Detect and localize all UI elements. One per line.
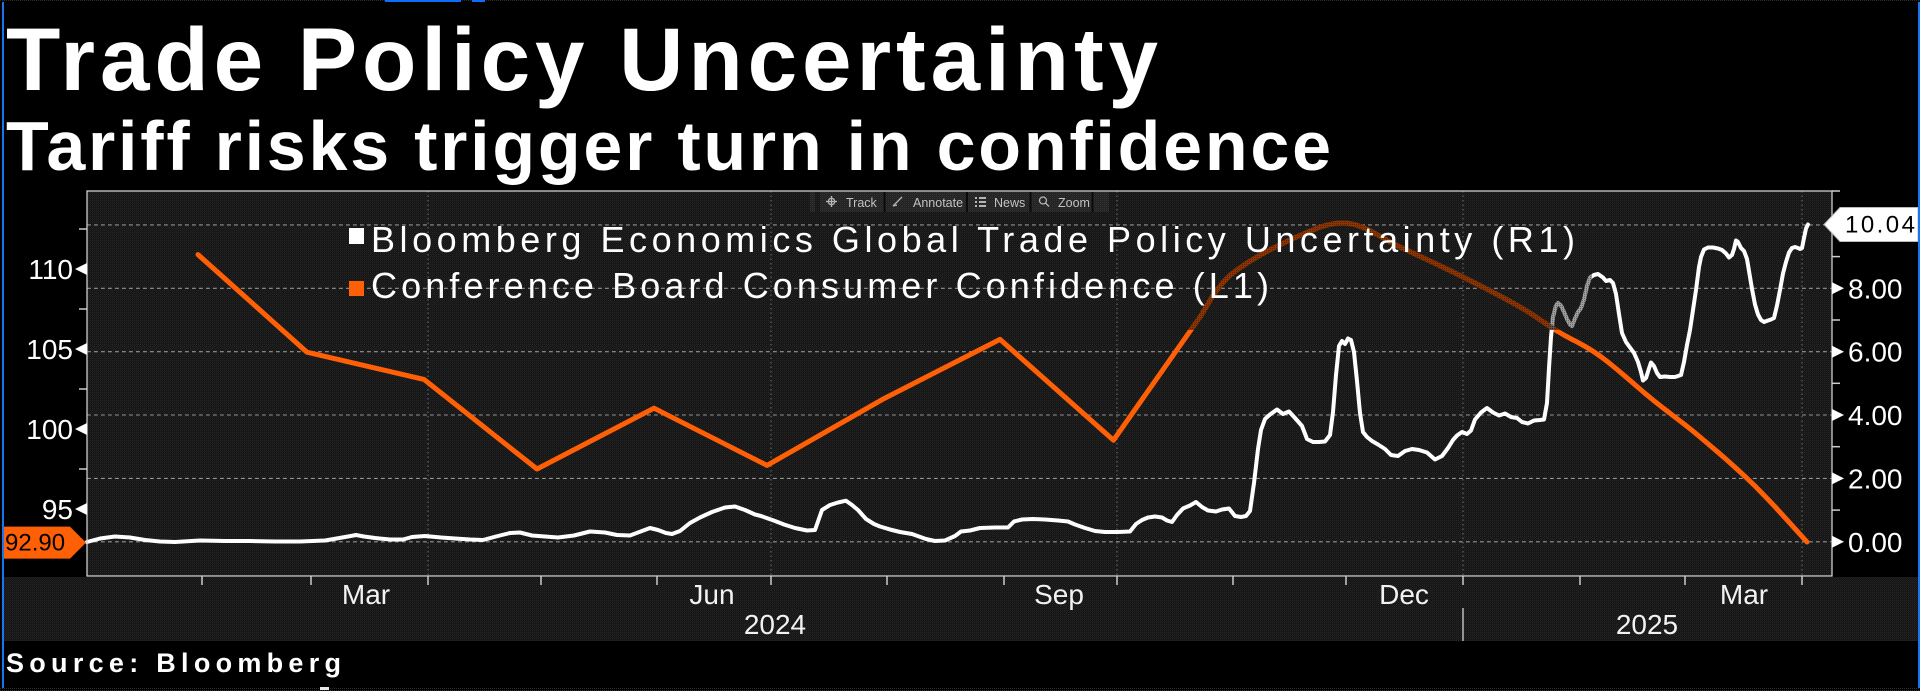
svg-text:100: 100 (26, 414, 73, 445)
svg-text:2.00: 2.00 (1848, 463, 1903, 494)
svg-text:92.90: 92.90 (5, 530, 65, 557)
svg-text:Annotate: Annotate (913, 196, 963, 210)
svg-text:Mar: Mar (1720, 579, 1768, 610)
svg-text:6.00: 6.00 (1848, 337, 1903, 368)
svg-text:2024: 2024 (744, 609, 806, 640)
svg-text:Zoom: Zoom (1058, 196, 1090, 210)
svg-text:Track: Track (846, 196, 878, 210)
svg-text:95: 95 (42, 494, 73, 525)
svg-text:Dec: Dec (1379, 579, 1429, 610)
svg-text:2025: 2025 (1616, 609, 1678, 640)
svg-text:Jun: Jun (689, 579, 734, 610)
svg-text:4.00: 4.00 (1848, 400, 1903, 431)
svg-text:0.00: 0.00 (1848, 527, 1903, 558)
svg-text:Sep: Sep (1034, 579, 1084, 610)
svg-text:News: News (994, 196, 1025, 210)
svg-text:Mar: Mar (342, 579, 390, 610)
svg-text:8.00: 8.00 (1848, 273, 1903, 304)
svg-text:Tariff risks trigger turn in c: Tariff risks trigger turn in confidence (6, 107, 1331, 185)
svg-text:10.04: 10.04 (1845, 212, 1915, 239)
svg-text:105: 105 (26, 334, 73, 365)
svg-text:Source: Bloomberg: Source: Bloomberg (6, 648, 341, 678)
svg-text:Trade Policy Uncertainty: Trade Policy Uncertainty (6, 9, 1159, 109)
svg-text:110: 110 (28, 254, 73, 285)
